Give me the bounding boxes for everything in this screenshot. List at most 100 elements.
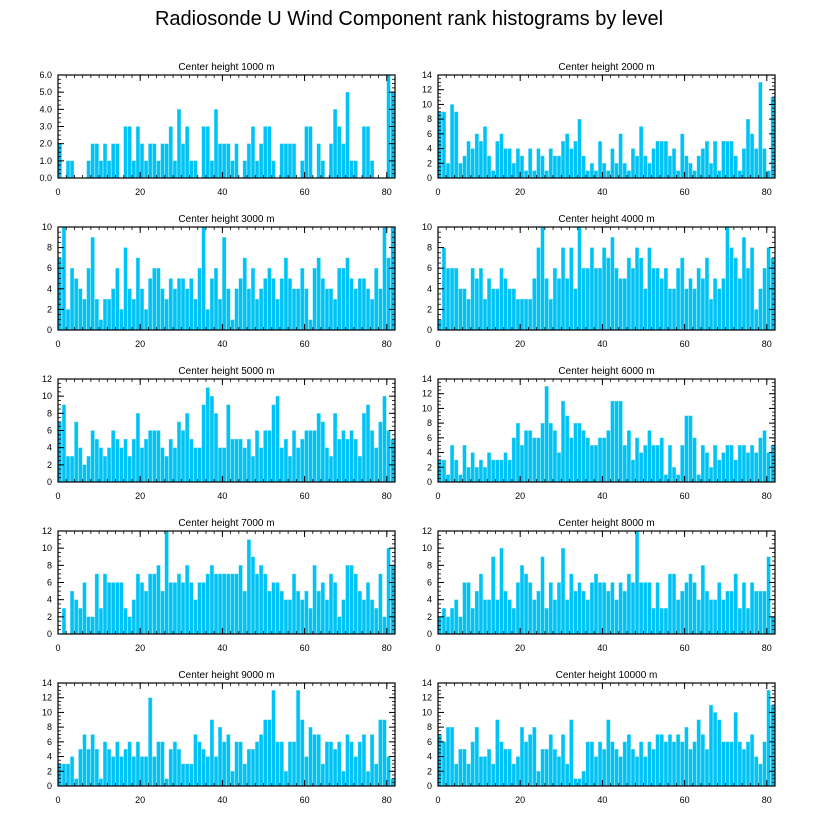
histogram-bar — [193, 160, 198, 179]
panel-title: Center height 6000 m — [558, 366, 654, 377]
histogram-bar — [86, 456, 91, 483]
histogram-bar — [324, 447, 329, 483]
histogram-bar — [487, 452, 492, 483]
histogram-bar — [144, 438, 149, 483]
y-tick-label: 4 — [427, 595, 432, 605]
y-tick-label: 2 — [427, 462, 432, 472]
histogram-bar — [226, 573, 231, 635]
histogram-bar — [320, 763, 325, 787]
histogram-bar — [520, 445, 524, 483]
y-tick-label: 8 — [427, 418, 432, 428]
histogram-bar — [754, 309, 759, 331]
histogram-bar — [651, 445, 656, 483]
y-tick-label: 14 — [422, 374, 432, 384]
histogram-bar — [296, 288, 301, 331]
histogram-bar — [185, 763, 190, 787]
histogram-bar — [283, 438, 288, 483]
panel-frame — [57, 682, 396, 787]
histogram-bar — [209, 565, 214, 635]
histogram-bar — [618, 278, 623, 331]
histogram-bar — [540, 422, 545, 483]
histogram-bar — [353, 756, 358, 787]
histogram-bar — [345, 565, 350, 635]
histogram-bar — [111, 143, 116, 179]
histogram-bar — [172, 582, 177, 635]
histogram-bar — [189, 160, 194, 179]
histogram-bar — [725, 590, 730, 635]
x-tick-label: 60 — [680, 795, 690, 805]
y-tick-label: 2 — [427, 158, 432, 168]
histogram-bar — [507, 749, 512, 787]
histogram-bar — [115, 438, 120, 483]
histogram-bar — [172, 447, 177, 483]
histogram-bar — [663, 141, 668, 179]
histogram-bar — [123, 247, 128, 331]
histogram-bar — [511, 437, 516, 483]
histogram-bar — [585, 599, 590, 635]
histogram-bar — [602, 247, 607, 331]
histogram-bar — [478, 141, 483, 179]
histogram-bar — [312, 268, 317, 331]
histogram-bar — [123, 438, 128, 483]
histogram-bar — [483, 298, 487, 331]
histogram-bar — [341, 143, 346, 179]
histogram-bar — [230, 160, 235, 179]
y-tick-label: 12 — [422, 389, 432, 399]
histogram-bar — [259, 288, 264, 331]
histogram-bar — [234, 573, 239, 635]
histogram-bar — [528, 582, 533, 635]
histogram-bar — [721, 452, 726, 483]
histogram-bar — [337, 268, 342, 331]
y-tick-label: 2 — [47, 304, 52, 314]
histogram-bar — [450, 445, 455, 483]
histogram-bar — [758, 437, 763, 483]
x-tick-label: 40 — [217, 643, 227, 653]
histogram-bar — [524, 741, 529, 787]
histogram-bar — [366, 582, 370, 635]
histogram-bar — [246, 288, 251, 331]
histogram-bar — [140, 143, 144, 179]
histogram-bar — [651, 608, 656, 635]
histogram-bar — [503, 590, 508, 635]
histogram-bar — [333, 749, 338, 787]
y-tick-label: 14 — [42, 678, 52, 688]
histogram-bar — [721, 599, 726, 635]
y-tick-label: 0 — [427, 781, 432, 791]
panel-title: Center height 2000 m — [558, 62, 654, 73]
histogram-bar — [672, 148, 677, 179]
histogram-bar — [737, 445, 742, 483]
histogram-bar — [214, 573, 218, 635]
histogram-bar — [144, 756, 149, 787]
histogram-bar — [263, 430, 268, 483]
histogram-bar — [226, 143, 231, 179]
histogram-bar — [589, 163, 594, 179]
histogram-bar — [255, 430, 260, 483]
histogram-bar — [94, 749, 99, 787]
histogram-bar — [470, 452, 475, 483]
x-tick-label: 80 — [762, 339, 772, 349]
histogram-bar — [74, 599, 79, 635]
histogram-bar — [729, 141, 734, 179]
y-tick-label: 10 — [422, 707, 432, 717]
histogram-bar — [680, 741, 685, 787]
histogram-bar — [259, 447, 264, 483]
histogram-bar — [131, 599, 136, 635]
y-tick-label: 1.0 — [39, 156, 52, 166]
histogram-bar — [255, 573, 260, 635]
panel-title: Center height 7000 m — [178, 518, 274, 529]
y-tick-label: 10 — [42, 391, 52, 401]
histogram-bar — [361, 599, 366, 635]
histogram-bar — [713, 445, 718, 483]
histogram-bar — [532, 599, 537, 635]
histogram-bar — [300, 599, 305, 635]
x-tick-label: 20 — [515, 491, 525, 501]
histogram-bar — [209, 719, 214, 787]
histogram-bar — [168, 126, 173, 179]
histogram-bar — [263, 126, 268, 179]
histogram-bar — [107, 447, 112, 483]
panel-title: Center height 9000 m — [178, 670, 274, 681]
histogram-bar — [499, 459, 504, 483]
histogram-bar — [316, 734, 321, 787]
histogram-bar — [86, 160, 91, 179]
histogram-bar — [86, 616, 91, 635]
